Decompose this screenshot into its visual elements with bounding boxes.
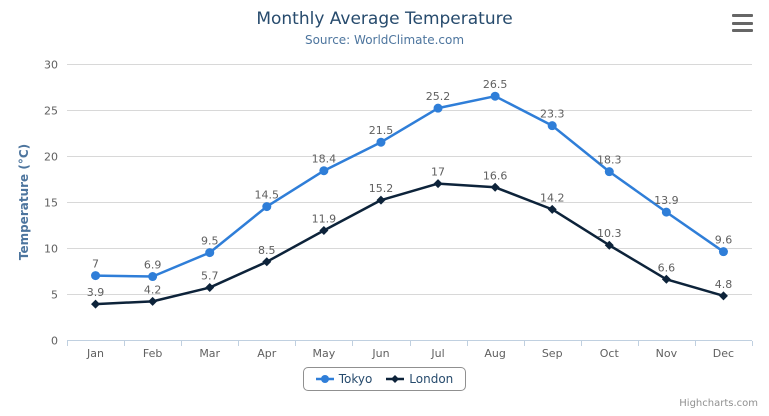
data-point-marker[interactable] (490, 182, 500, 192)
data-label: 9.6 (715, 234, 733, 247)
data-label: 18.4 (312, 153, 337, 166)
y-axis-tick-label: 30 (44, 59, 58, 72)
legend-item-london[interactable]: London (386, 372, 453, 386)
data-label: 18.3 (597, 154, 622, 167)
data-label: 10.3 (597, 227, 622, 240)
data-point-marker[interactable] (718, 247, 728, 257)
data-label: 16.6 (483, 169, 508, 182)
x-axis-label: Dec (713, 347, 734, 360)
legend-marker-icon (315, 375, 334, 383)
hamburger-icon (732, 14, 753, 17)
data-label: 13.9 (654, 194, 679, 207)
hamburger-icon (732, 29, 753, 32)
series-line (95, 182, 724, 306)
data-label: 5.7 (201, 270, 219, 283)
data-label: 4.8 (715, 278, 733, 291)
data-point-marker[interactable] (319, 166, 329, 176)
data-label: 14.2 (540, 191, 565, 204)
data-point-marker[interactable] (148, 272, 158, 282)
data-point-marker[interactable] (490, 91, 500, 101)
data-label: 11.9 (312, 213, 337, 226)
x-axis-label: Sep (542, 347, 563, 360)
x-axis-label: Feb (143, 347, 162, 360)
x-axis-label: Jan (86, 347, 104, 360)
x-axis-label: May (313, 347, 336, 360)
data-label: 3.9 (87, 286, 105, 299)
export-menu-button[interactable] (732, 14, 754, 32)
data-label: 7 (92, 258, 99, 271)
data-point-marker[interactable] (319, 226, 329, 236)
x-axis-label: Jun (371, 347, 389, 360)
x-axis-label: Oct (600, 347, 620, 360)
data-point-marker[interactable] (661, 207, 671, 217)
y-axis-tick-label: 10 (44, 243, 58, 256)
data-point-marker[interactable] (262, 202, 272, 212)
legend-box: Tokyo London (302, 367, 467, 391)
data-point-marker[interactable] (376, 137, 386, 147)
chart-subtitle: Source: WorldClimate.com (304, 33, 465, 47)
data-label: 6.9 (144, 259, 162, 272)
data-label: 4.2 (144, 283, 162, 296)
legend: Tokyo London (0, 367, 769, 391)
data-point-marker[interactable] (604, 240, 614, 250)
y-axis-tick-label: 20 (44, 151, 58, 164)
x-axis-label: Aug (484, 347, 505, 360)
legend-symbol (320, 375, 329, 383)
data-label: 9.5 (201, 235, 219, 248)
data-point-marker[interactable] (547, 121, 557, 131)
y-axis-tick-label: 0 (51, 335, 58, 348)
data-point-marker[interactable] (661, 274, 671, 284)
data-point-marker[interactable] (604, 167, 614, 177)
x-axis-label: Apr (257, 347, 277, 360)
data-label: 17 (431, 166, 445, 179)
legend-label: London (409, 372, 454, 386)
data-point-marker[interactable] (91, 299, 101, 309)
data-point-marker[interactable] (205, 248, 215, 258)
x-axis-label: Jul (430, 347, 444, 360)
chart-title: Monthly Average Temperature (256, 9, 513, 29)
data-point-marker[interactable] (433, 179, 443, 189)
y-axis-tick-label: 25 (44, 105, 58, 118)
data-point-marker[interactable] (547, 204, 557, 214)
x-axis-label: Nov (656, 347, 678, 360)
series-london[interactable]: 3.9 4.2 5.7 8.5 11.9 15.2 17 16.6 14.2 10.3 6.6 4.8 (87, 166, 732, 309)
data-label: 14.5 (255, 189, 280, 202)
legend-item-tokyo[interactable]: Tokyo (315, 372, 373, 386)
data-point-marker[interactable] (718, 291, 728, 301)
legend-symbol (391, 375, 400, 383)
legend-label: Tokyo (338, 372, 373, 386)
credits-link[interactable]: Highcharts.com (679, 398, 758, 409)
data-point-marker[interactable] (376, 195, 386, 205)
data-point-marker[interactable] (205, 283, 215, 293)
data-point-marker[interactable] (91, 271, 101, 281)
data-label: 8.5 (258, 244, 276, 257)
data-label: 15.2 (369, 182, 394, 195)
data-point-marker[interactable] (262, 257, 272, 267)
data-point-marker[interactable] (433, 103, 443, 113)
data-label: 21.5 (369, 124, 394, 137)
series-line (95, 94, 725, 278)
y-axis-tick-label: 15 (44, 197, 58, 210)
series-tokyo[interactable]: 7 6.9 9.5 14.5 18.4 21.5 25.2 26.5 23.3 18.3 13.9 9… (91, 78, 733, 282)
data-label: 6.6 (658, 261, 676, 274)
y-axis-tick-label: 5 (51, 289, 58, 302)
data-label: 25.2 (426, 90, 451, 103)
hamburger-icon (732, 21, 753, 25)
x-axis-label: Mar (199, 347, 220, 360)
data-point-marker[interactable] (148, 296, 158, 306)
data-label: 26.5 (483, 78, 508, 91)
data-label: 23.3 (540, 108, 565, 121)
legend-marker-icon (386, 375, 405, 383)
